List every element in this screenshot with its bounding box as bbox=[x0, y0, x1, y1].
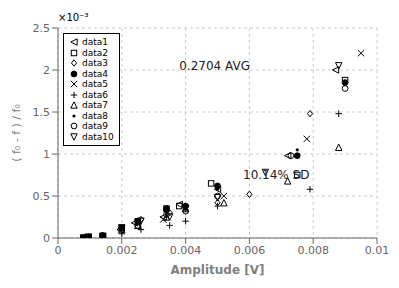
html-text:data3: data3 bbox=[82, 58, 108, 68]
svg-text:0.2704 AVG: 0.2704 AVG bbox=[179, 59, 250, 73]
html-text:×10⁻³: ×10⁻³ bbox=[58, 12, 89, 23]
svg-text:0.01: 0.01 bbox=[365, 244, 390, 257]
svg-text:1: 1 bbox=[43, 148, 50, 161]
html-text:data7: data7 bbox=[82, 100, 108, 110]
svg-text:10.14% SD: 10.14% SD bbox=[243, 168, 309, 182]
svg-text:0.004: 0.004 bbox=[170, 244, 202, 257]
svg-text:Amplitude [V]: Amplitude [V] bbox=[170, 263, 264, 277]
html-text:data8: data8 bbox=[82, 110, 108, 121]
svg-text:0.5: 0.5 bbox=[33, 190, 51, 203]
html-text:data5: data5 bbox=[82, 79, 108, 89]
html-text:data1: data1 bbox=[82, 37, 108, 47]
html-text:data2: data2 bbox=[82, 47, 108, 58]
svg-text:0: 0 bbox=[43, 232, 50, 245]
html-text:data9: data9 bbox=[82, 121, 108, 131]
svg-text:( f₀ - f ) / f₀: ( f₀ - f ) / f₀ bbox=[10, 104, 23, 162]
html-text:data6: data6 bbox=[82, 89, 108, 100]
svg-text:0.006: 0.006 bbox=[234, 244, 266, 257]
svg-text:0.002: 0.002 bbox=[106, 244, 138, 257]
svg-text:0: 0 bbox=[55, 244, 62, 257]
svg-text:2: 2 bbox=[43, 64, 50, 77]
html-text:data10: data10 bbox=[82, 131, 114, 142]
svg-text:2.5: 2.5 bbox=[33, 22, 51, 35]
html-text:data4: data4 bbox=[82, 68, 108, 79]
svg-text:1.5: 1.5 bbox=[33, 106, 51, 119]
svg-text:0.008: 0.008 bbox=[297, 244, 329, 257]
